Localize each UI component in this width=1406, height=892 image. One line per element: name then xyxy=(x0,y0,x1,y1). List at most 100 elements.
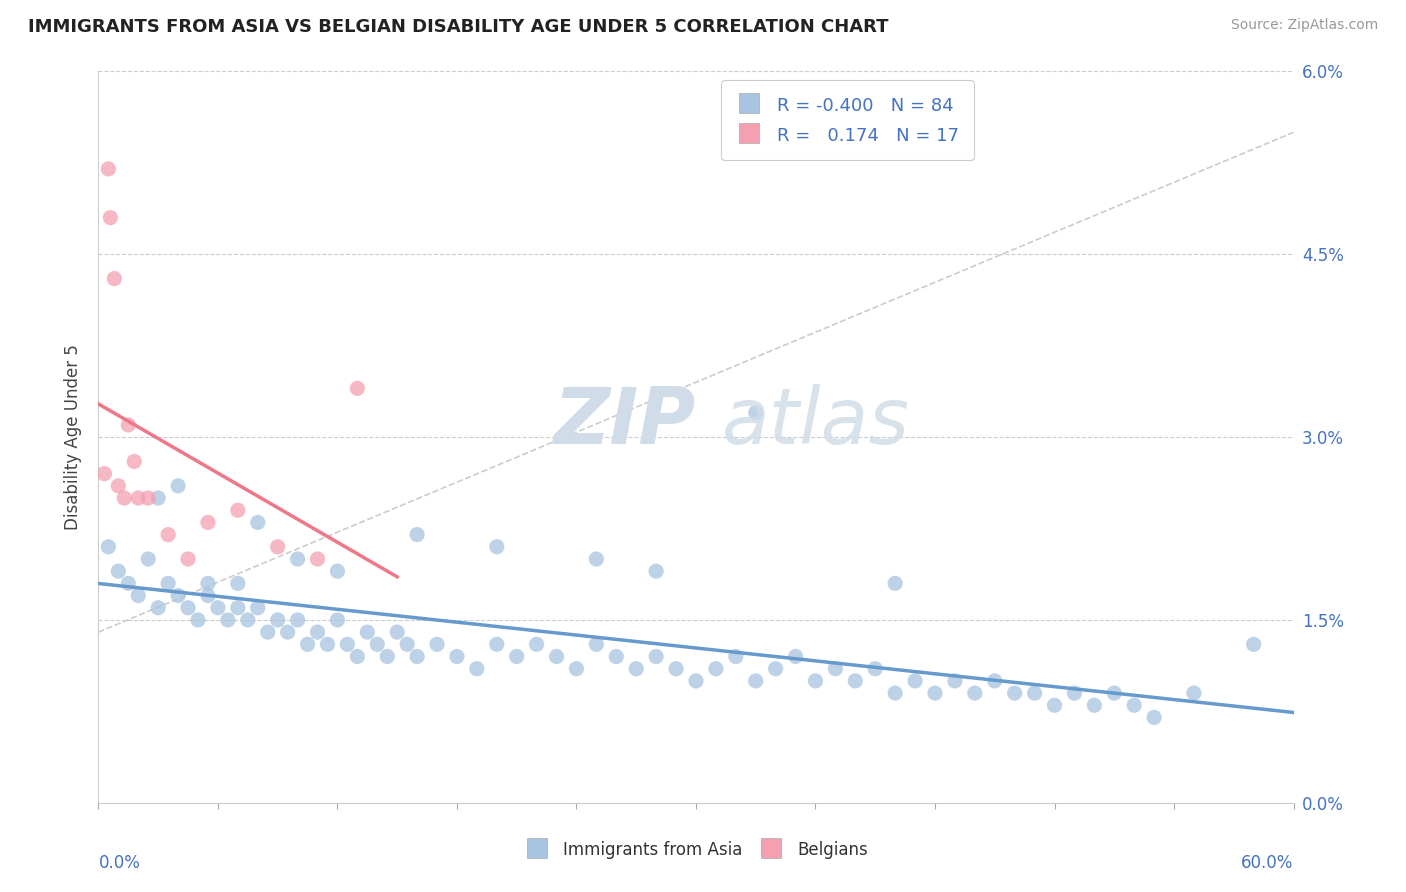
Point xyxy=(465,662,488,676)
Point xyxy=(346,649,368,664)
Point xyxy=(197,576,219,591)
Point xyxy=(1004,686,1026,700)
Point xyxy=(984,673,1007,688)
Point xyxy=(865,662,887,676)
Point xyxy=(506,649,529,664)
Point xyxy=(177,552,200,566)
Point xyxy=(127,589,149,603)
Point xyxy=(375,649,398,664)
Point xyxy=(167,589,190,603)
Point xyxy=(406,649,429,664)
Point xyxy=(326,564,349,578)
Point xyxy=(765,662,787,676)
Point xyxy=(346,381,368,395)
Point xyxy=(226,600,249,615)
Point xyxy=(1063,686,1085,700)
Point xyxy=(97,161,120,176)
Point xyxy=(107,479,129,493)
Point xyxy=(485,637,508,651)
Point xyxy=(785,649,807,664)
Point xyxy=(704,662,727,676)
Point xyxy=(103,271,125,285)
Point xyxy=(107,564,129,578)
Legend: Immigrants from Asia, Belgians: Immigrants from Asia, Belgians xyxy=(516,831,876,868)
Point xyxy=(136,491,159,505)
Point xyxy=(366,637,388,651)
Point xyxy=(157,576,180,591)
Point xyxy=(605,649,627,664)
Point xyxy=(197,589,219,603)
Point xyxy=(924,686,946,700)
Point xyxy=(824,662,846,676)
Point xyxy=(645,564,668,578)
Point xyxy=(884,576,907,591)
Point xyxy=(1143,710,1166,724)
Point xyxy=(1083,698,1105,713)
Point xyxy=(167,479,190,493)
Point xyxy=(246,516,269,530)
Point xyxy=(307,552,329,566)
Point xyxy=(307,625,329,640)
Point xyxy=(565,662,588,676)
Point xyxy=(97,540,120,554)
Point xyxy=(585,552,607,566)
Point xyxy=(217,613,239,627)
Point xyxy=(157,527,180,541)
Point xyxy=(804,673,827,688)
Point xyxy=(148,491,170,505)
Point xyxy=(396,637,419,651)
Point xyxy=(226,503,249,517)
Point xyxy=(665,662,688,676)
Point xyxy=(287,552,309,566)
Point xyxy=(745,406,768,420)
Text: IMMIGRANTS FROM ASIA VS BELGIAN DISABILITY AGE UNDER 5 CORRELATION CHART: IMMIGRANTS FROM ASIA VS BELGIAN DISABILI… xyxy=(28,18,889,36)
Point xyxy=(645,649,668,664)
Point xyxy=(112,491,135,505)
Point xyxy=(426,637,449,651)
Point xyxy=(267,613,290,627)
Point xyxy=(93,467,115,481)
Point xyxy=(904,673,927,688)
Point xyxy=(287,613,309,627)
Point xyxy=(546,649,568,664)
Text: 60.0%: 60.0% xyxy=(1241,854,1294,872)
Text: ZIP: ZIP xyxy=(553,384,696,460)
Text: atlas: atlas xyxy=(721,384,910,460)
Point xyxy=(724,649,747,664)
Point xyxy=(485,540,508,554)
Point xyxy=(236,613,259,627)
Point xyxy=(1123,698,1146,713)
Point xyxy=(685,673,707,688)
Point xyxy=(267,540,290,554)
Point xyxy=(884,686,907,700)
Point xyxy=(117,576,139,591)
Text: 0.0%: 0.0% xyxy=(98,854,141,872)
Point xyxy=(844,673,866,688)
Point xyxy=(385,625,409,640)
Point xyxy=(1182,686,1205,700)
Point xyxy=(316,637,339,651)
Point xyxy=(745,673,768,688)
Point xyxy=(297,637,319,651)
Point xyxy=(207,600,229,615)
Point xyxy=(1043,698,1066,713)
Point xyxy=(136,552,159,566)
Point xyxy=(1243,637,1265,651)
Point xyxy=(127,491,149,505)
Point xyxy=(124,454,146,468)
Point xyxy=(117,417,139,432)
Point xyxy=(526,637,548,651)
Point xyxy=(1104,686,1126,700)
Y-axis label: Disability Age Under 5: Disability Age Under 5 xyxy=(65,344,83,530)
Point xyxy=(356,625,378,640)
Point xyxy=(148,600,170,615)
Point xyxy=(1024,686,1046,700)
Point xyxy=(187,613,209,627)
Point xyxy=(246,600,269,615)
Point xyxy=(277,625,299,640)
Point xyxy=(626,662,648,676)
Point xyxy=(177,600,200,615)
Point xyxy=(943,673,966,688)
Point xyxy=(585,637,607,651)
Point xyxy=(226,576,249,591)
